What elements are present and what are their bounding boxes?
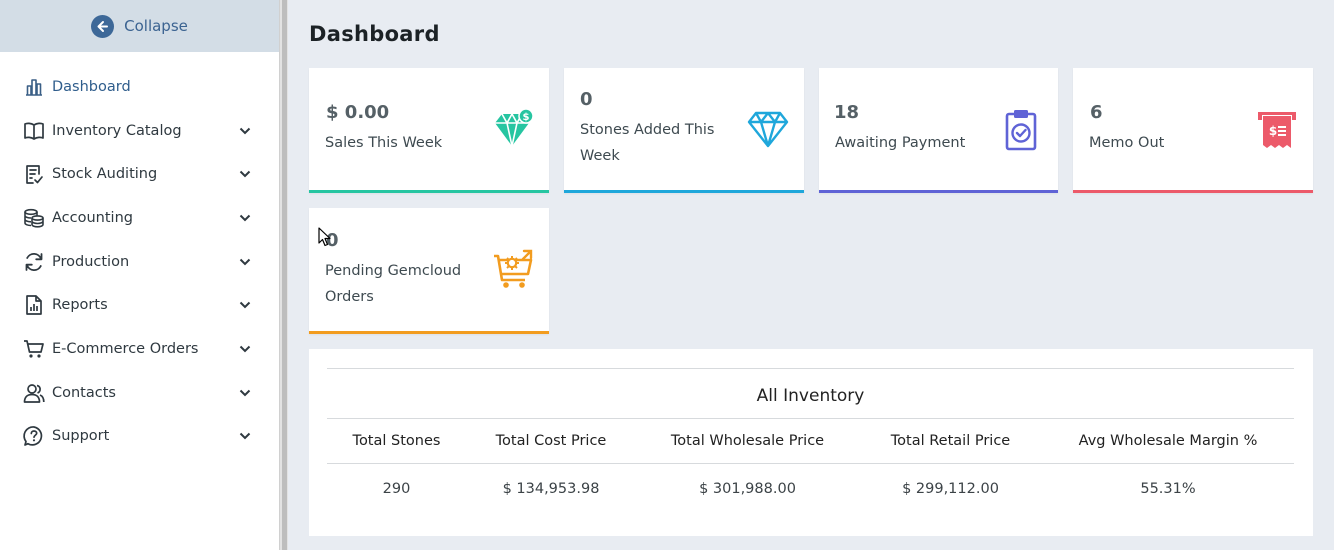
chevron-down-icon	[239, 387, 251, 399]
stat-value: 0	[580, 89, 593, 110]
column-header: Total Retail Price	[890, 433, 1011, 449]
book-icon	[23, 120, 45, 142]
gem-dollar-icon: $	[491, 108, 537, 152]
stat-caption: Pending Gemcloud Orders	[325, 263, 462, 305]
sidebar-item-accounting[interactable]: Accounting	[0, 196, 279, 240]
sidebar-item-label: Accounting	[52, 209, 133, 226]
sidebar-item-label: Stock Auditing	[52, 166, 158, 183]
sidebar-scrollbar[interactable]	[279, 0, 288, 550]
stat-card-awaiting-payment[interactable]: 18 Awaiting Payment	[819, 68, 1058, 193]
clipboard-check-icon	[23, 163, 45, 185]
sidebar-item-label: Production	[52, 253, 130, 270]
card-accent-bar	[819, 190, 1058, 193]
chevron-down-icon	[239, 168, 251, 180]
sidebar-item-label: E-Commerce Orders	[52, 340, 199, 357]
cart-gear-icon	[491, 248, 535, 292]
stat-value: 0	[326, 230, 339, 251]
stat-card-pending-gemcloud-orders[interactable]: 0 Pending Gemcloud Orders	[309, 208, 549, 334]
inventory-summary-table: All Inventory Total Stones Total Cost Pr…	[327, 368, 1294, 514]
chevron-down-icon	[239, 212, 251, 224]
card-accent-bar	[564, 190, 804, 193]
table-row: 290 $ 134,953.98 $ 301,988.00 $ 299,112.…	[327, 464, 1294, 514]
stat-card-sales-this-week[interactable]: $ 0.00 Sales This Week $	[309, 68, 549, 193]
all-inventory-panel: All Inventory Total Stones Total Cost Pr…	[309, 349, 1313, 536]
coins-icon	[23, 207, 45, 229]
diamond-icon	[746, 108, 790, 150]
refresh-icon	[23, 251, 45, 273]
chevron-down-icon	[239, 430, 251, 442]
chevron-down-icon	[239, 125, 251, 137]
column-header: Total Stones	[352, 433, 441, 449]
stat-caption: Memo Out	[1089, 135, 1165, 151]
stat-caption: Sales This Week	[325, 135, 443, 151]
sidebar-item-stock-auditing[interactable]: Stock Auditing	[0, 152, 279, 196]
clipboard-check-icon	[1001, 108, 1041, 152]
mouse-cursor-icon	[318, 227, 332, 251]
stat-card-memo-out[interactable]: 6 Memo Out $	[1073, 68, 1313, 193]
collapse-button[interactable]: Collapse	[0, 0, 279, 52]
table-header-row: Total Stones Total Cost Price Total Whol…	[327, 419, 1294, 464]
chevron-down-icon	[239, 343, 251, 355]
cart-icon	[23, 338, 45, 360]
column-header: Total Wholesale Price	[670, 433, 825, 449]
column-header: Total Cost Price	[495, 433, 607, 449]
table-cell: 55.31%	[1140, 481, 1196, 497]
table-cell: $ 299,112.00	[902, 481, 999, 497]
svg-text:$: $	[1269, 124, 1277, 138]
sidebar-item-ecommerce-orders[interactable]: E-Commerce Orders	[0, 327, 279, 371]
sidebar: Collapse Dashboard Inventory Catalog Sto…	[0, 0, 279, 550]
page-title: Dashboard	[309, 22, 440, 46]
chevron-down-icon	[239, 299, 251, 311]
people-icon	[23, 382, 45, 404]
table-cell: $ 301,988.00	[699, 481, 796, 497]
card-accent-bar	[309, 190, 549, 193]
sidebar-item-support[interactable]: Support	[0, 415, 279, 459]
report-icon	[23, 294, 45, 316]
sidebar-item-dashboard[interactable]: Dashboard	[0, 65, 279, 109]
stat-value: 18	[834, 102, 860, 123]
sidebar-item-label: Contacts	[52, 384, 116, 401]
sidebar-item-contacts[interactable]: Contacts	[0, 371, 279, 415]
table-cell: $ 134,953.98	[502, 481, 600, 497]
stat-caption: Stones Added This Week	[580, 122, 715, 164]
stat-value: $ 0.00	[326, 102, 390, 123]
svg-text:$: $	[523, 112, 530, 123]
stat-caption: Awaiting Payment	[835, 135, 966, 151]
sidebar-nav: Dashboard Inventory Catalog Stock Auditi…	[0, 52, 279, 458]
arrow-left-icon	[91, 14, 115, 38]
collapse-label: Collapse	[124, 17, 188, 35]
inventory-table-title: All Inventory	[327, 369, 1294, 419]
table-cell: 290	[382, 481, 411, 497]
sidebar-item-reports[interactable]: Reports	[0, 283, 279, 327]
sidebar-item-inventory-catalog[interactable]: Inventory Catalog	[0, 109, 279, 153]
card-accent-bar	[309, 331, 549, 334]
stat-card-stones-added[interactable]: 0 Stones Added This Week	[564, 68, 804, 193]
bar-chart-icon	[23, 76, 45, 98]
receipt-icon: $	[1255, 108, 1299, 152]
column-header: Avg Wholesale Margin %	[1078, 433, 1258, 449]
sidebar-item-label: Support	[52, 428, 110, 445]
card-accent-bar	[1073, 190, 1313, 193]
sidebar-item-production[interactable]: Production	[0, 240, 279, 284]
sidebar-item-label: Dashboard	[52, 78, 131, 95]
help-chat-icon	[23, 425, 45, 447]
scrollbar-thumb[interactable]	[282, 0, 287, 550]
chevron-down-icon	[239, 256, 251, 268]
sidebar-item-label: Inventory Catalog	[52, 122, 182, 139]
stat-value: 6	[1090, 102, 1103, 123]
sidebar-item-label: Reports	[52, 297, 108, 314]
